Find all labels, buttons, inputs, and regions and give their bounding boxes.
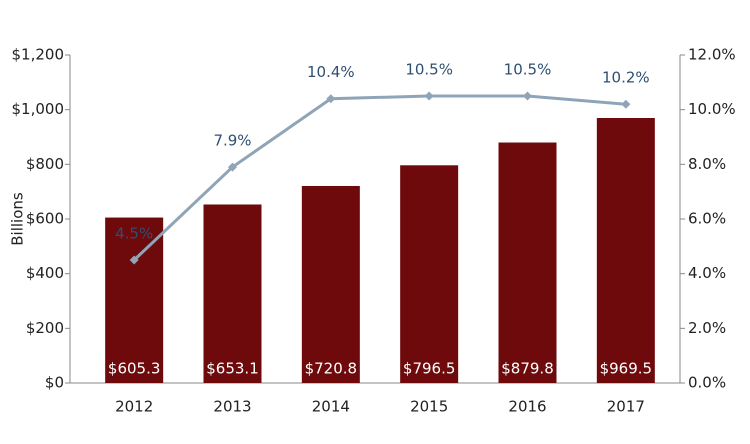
x-tick-label: 2016 (508, 398, 546, 416)
y2-tick-label: 2.0% (688, 319, 726, 337)
y-tick-label: $600 (26, 210, 64, 228)
y2-tick-label: 0.0% (688, 374, 726, 392)
y2-tick-label: 4.0% (688, 264, 726, 282)
bar-value-label: $969.5 (600, 360, 653, 378)
bar-value-label: $605.3 (108, 360, 161, 378)
line-marker (523, 91, 532, 101)
bar (498, 142, 557, 383)
line-marker (326, 94, 336, 104)
line-marker (129, 255, 139, 265)
y-tick-label: $800 (26, 155, 64, 173)
bar (105, 217, 164, 383)
y-tick-label: $1,000 (12, 100, 65, 118)
bar (203, 204, 262, 383)
y-tick-label: $200 (26, 319, 64, 337)
line-marker (424, 91, 434, 101)
x-tick-label: 2013 (213, 398, 251, 416)
bar-value-label: $879.8 (501, 360, 554, 378)
line-marker (228, 162, 237, 172)
line-value-label: 4.5% (115, 225, 153, 243)
y2-tick-label: 8.0% (688, 155, 726, 173)
y-tick-label: $400 (26, 264, 64, 282)
line-marker (621, 99, 631, 109)
y-tick-label: $1,200 (12, 46, 65, 64)
line-value-label: 7.9% (213, 132, 251, 150)
x-tick-label: 2012 (115, 398, 153, 416)
x-tick-label: 2014 (312, 398, 350, 416)
y-axis-label: Billions (9, 192, 27, 246)
line (133, 94, 626, 262)
y2-tick-label: 6.0% (688, 210, 726, 228)
bar-value-label: $653.1 (206, 360, 259, 378)
line-value-label: 10.4% (307, 63, 355, 81)
bar (596, 118, 655, 384)
x-tick-label: 2015 (410, 398, 448, 416)
line-value-label: 10.5% (405, 61, 453, 79)
bar-value-label: $720.8 (305, 360, 358, 378)
y2-tick-label: 12.0% (688, 46, 736, 64)
x-tick-label: 2017 (607, 398, 645, 416)
bar (400, 165, 459, 383)
line-value-label: 10.2% (602, 69, 650, 87)
y2-tick-label: 10.0% (688, 100, 736, 118)
line-value-label: 10.5% (504, 61, 552, 79)
bar-value-label: $796.5 (403, 360, 456, 378)
y-tick-label: $0 (45, 374, 64, 392)
bar (301, 185, 360, 383)
